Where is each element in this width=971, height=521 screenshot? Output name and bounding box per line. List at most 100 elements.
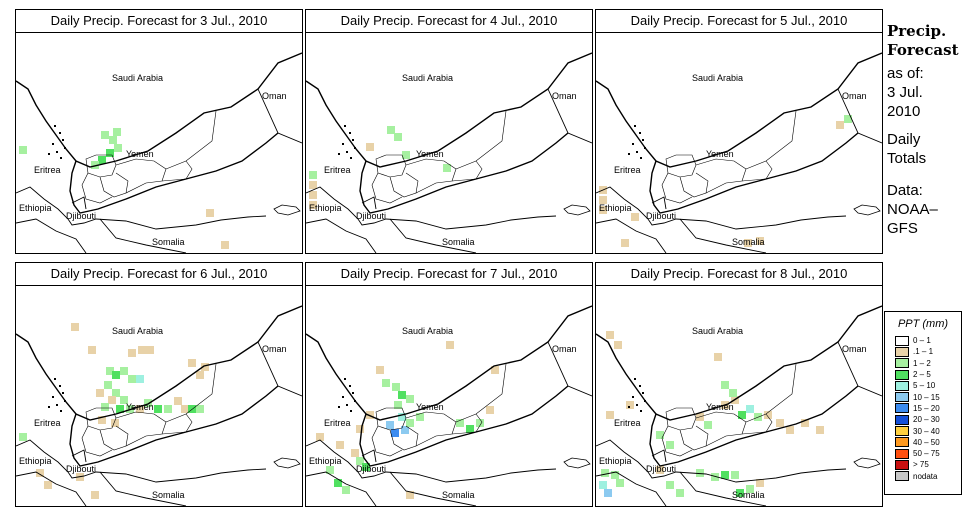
country-label-ethiopia: Ethiopia — [309, 203, 342, 213]
island-dot — [48, 406, 50, 408]
island-dot — [349, 132, 351, 134]
precip-map: Saudi Arabia Oman Yemen Eritrea Ethiopia Djib… — [596, 52, 882, 253]
precip-cell — [756, 237, 764, 245]
legend-swatch — [895, 392, 909, 403]
panel-title: Daily Precip. Forecast for 8 Jul., 2010 — [596, 263, 882, 286]
precip-cell — [128, 375, 136, 383]
precip-cell — [721, 471, 729, 479]
island-dot — [352, 139, 354, 141]
precip-cell — [98, 156, 106, 164]
border-line — [661, 172, 693, 204]
precip-cell — [738, 411, 746, 419]
data-source: GFS — [887, 220, 918, 237]
border-line — [81, 172, 113, 204]
precip-cell — [336, 441, 344, 449]
legend-label: 1 – 2 — [913, 358, 931, 368]
border-line — [371, 425, 403, 457]
island-dot — [634, 125, 636, 127]
map-panel-3: Daily Precip. Forecast for 5 Jul., 2010 … — [595, 9, 883, 254]
island-outline — [273, 204, 301, 216]
island-dot — [644, 400, 646, 402]
country-label-eritrea: Eritrea — [614, 418, 641, 428]
legend-swatch — [895, 437, 909, 448]
precip-cell — [599, 206, 607, 214]
country-label-saudi-arabia: Saudi Arabia — [402, 326, 453, 336]
border-line — [361, 449, 377, 463]
precip-cell — [398, 413, 406, 421]
precip-cell — [101, 131, 109, 139]
country-label-yemen: Yemen — [126, 402, 154, 412]
legend-item: 20 – 30 — [895, 414, 961, 425]
border-line — [16, 218, 87, 253]
country-label-yemen: Yemen — [706, 149, 734, 159]
legend-label: 5 – 10 — [913, 381, 936, 391]
precip-cell — [656, 466, 664, 474]
border-line — [451, 413, 483, 435]
precip-cell — [666, 481, 674, 489]
forecast-date: 3 Jul. — [887, 84, 923, 101]
precip-map: Saudi Arabia Oman Yemen Eritrea Ethiopia Djib… — [16, 52, 302, 253]
precip-map: Saudi Arabia Oman Yemen Eritrea Ethiopia Djib… — [596, 305, 882, 506]
precip-cell — [138, 346, 146, 354]
border-line — [661, 425, 693, 457]
island-dot — [59, 385, 61, 387]
island-dot — [338, 153, 340, 155]
country-label-djibouti: Djibouti — [356, 464, 386, 474]
island-dot — [48, 153, 50, 155]
border-line — [16, 52, 302, 168]
legend-label: 10 – 15 — [913, 392, 940, 402]
data-label: Data: — [887, 182, 923, 199]
precip-cell — [164, 405, 172, 413]
precip-cell — [112, 371, 120, 379]
island-outline — [563, 457, 591, 469]
precip-cell — [91, 161, 99, 169]
precip-cell — [416, 413, 424, 421]
precip-cell — [128, 349, 136, 357]
legend-item: 5 – 10 — [895, 380, 961, 391]
legend-swatch — [895, 471, 909, 482]
border-line — [596, 186, 847, 230]
precip-cell — [120, 367, 128, 375]
island-dot — [628, 153, 630, 155]
precip-cell — [631, 213, 639, 221]
precip-cell — [456, 419, 464, 427]
island-dot — [338, 406, 340, 408]
island-dot — [346, 151, 348, 153]
precip-cell — [342, 486, 350, 494]
island-dot — [56, 404, 58, 406]
island-dot — [639, 132, 641, 134]
border-line — [165, 363, 217, 423]
island-outline — [853, 204, 881, 216]
precip-cell — [714, 353, 722, 361]
legend-item: 30 – 40 — [895, 425, 961, 437]
legend-label: 0 – 1 — [913, 336, 931, 346]
legend-swatch — [895, 448, 909, 459]
panel-title: Daily Precip. Forecast for 5 Jul., 2010 — [596, 10, 882, 33]
island-dot — [350, 157, 352, 159]
precip-cell — [491, 366, 499, 374]
border-line — [165, 110, 217, 170]
precip-cell — [736, 489, 744, 497]
legend-item: 40 – 50 — [895, 437, 961, 448]
map-panel-1: Daily Precip. Forecast for 3 Jul., 2010 … — [15, 9, 303, 254]
country-label-ethiopia: Ethiopia — [599, 203, 632, 213]
legend-swatch — [895, 403, 909, 414]
border-line — [69, 132, 279, 214]
precip-cell — [91, 491, 99, 499]
precip-cell — [366, 143, 374, 151]
precip-cell — [711, 473, 719, 481]
precip-cell — [206, 209, 214, 217]
sidebar-title: Forecast — [887, 41, 959, 59]
legend-item: nodata — [895, 471, 961, 482]
legend-swatch — [895, 380, 909, 391]
island-dot — [634, 378, 636, 380]
precip-cell — [154, 405, 162, 413]
panel-title: Daily Precip. Forecast for 6 Jul., 2010 — [16, 263, 302, 286]
precip-cell — [756, 479, 764, 487]
border-line — [306, 439, 557, 483]
precip-cell — [391, 429, 399, 437]
precip-cell — [334, 479, 342, 487]
island-dot — [640, 410, 642, 412]
border-line — [649, 385, 859, 467]
border-line — [651, 196, 667, 210]
